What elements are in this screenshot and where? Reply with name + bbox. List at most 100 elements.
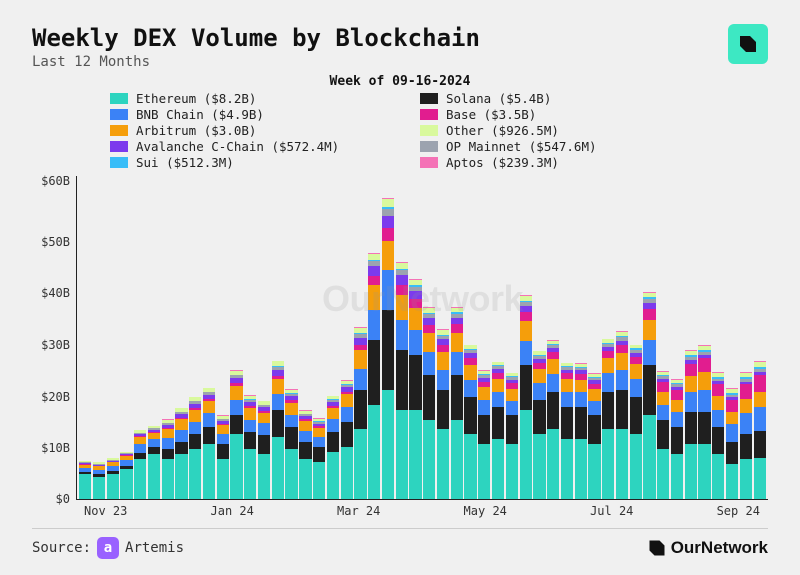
bar-column	[754, 176, 766, 499]
bar-segment-ethereum	[175, 454, 187, 499]
bar-column	[134, 176, 146, 499]
bar-segment-base	[451, 324, 463, 332]
bar-segment-bnb	[272, 394, 284, 410]
bar-segment-ethereum	[285, 449, 297, 499]
bar-column	[602, 176, 614, 499]
bar-segment-arbitrum	[258, 413, 270, 424]
bar-column	[341, 176, 353, 499]
bar-segment-ethereum	[299, 459, 311, 499]
bar-column	[492, 176, 504, 499]
bar-segment-arbitrum	[230, 386, 242, 400]
legend-item: Solana ($5.4B)	[420, 91, 690, 106]
bar-segment-bnb	[464, 380, 476, 397]
bar-segment-arbitrum	[630, 364, 642, 379]
bar-segment-solana	[671, 427, 683, 454]
legend-item: Base ($3.5B)	[420, 107, 690, 122]
y-tick-label: $0	[56, 492, 70, 506]
bar-segment-arbitrum	[244, 408, 256, 419]
bar-segment-ethereum	[217, 459, 229, 499]
bar-column	[533, 176, 545, 499]
legend-label: Avalanche C-Chain ($572.4M)	[136, 139, 339, 154]
bar-column	[189, 176, 201, 499]
legend-item: BNB Chain ($4.9B)	[110, 107, 380, 122]
bar-segment-arbitrum	[561, 379, 573, 392]
y-tick-label: $10B	[41, 441, 70, 455]
bar-segment-solana	[712, 427, 724, 454]
bar-segment-solana	[354, 390, 366, 430]
bar-segment-ethereum	[712, 454, 724, 499]
bar-segment-avalanche	[382, 216, 394, 228]
bar-segment-ethereum	[134, 459, 146, 499]
bar-segment-arbitrum	[409, 308, 421, 330]
legend-swatch	[420, 125, 438, 136]
bar-segment-ethereum	[685, 444, 697, 499]
legend-swatch	[420, 157, 438, 168]
bar-segment-base	[726, 400, 738, 412]
bar-segment-solana	[409, 355, 421, 410]
bar-segment-arbitrum	[272, 379, 284, 394]
bar-segment-ethereum	[313, 462, 325, 499]
bar-segment-ethereum	[107, 474, 119, 499]
bar-segment-arbitrum	[313, 428, 325, 437]
bar-segment-bnb	[230, 400, 242, 415]
legend-label: Solana ($5.4B)	[446, 91, 551, 106]
bar-segment-arbitrum	[285, 403, 297, 415]
bar-segment-ethereum	[409, 410, 421, 499]
bar-segment-ethereum	[698, 444, 710, 499]
bar-segment-arbitrum	[451, 333, 463, 353]
bar-segment-ethereum	[437, 429, 449, 499]
bar-segment-ethereum	[79, 474, 91, 499]
bar-segment-bnb	[740, 413, 752, 434]
bar-segment-bnb	[616, 370, 628, 390]
bar-column	[671, 176, 683, 499]
bar-column	[272, 176, 284, 499]
bar-segment-ethereum	[396, 410, 408, 499]
bar-segment-bnb	[148, 439, 160, 447]
bar-segment-ethereum	[354, 429, 366, 499]
bar-segment-bnb	[409, 330, 421, 355]
bar-segment-solana	[396, 350, 408, 410]
bar-segment-base	[520, 312, 532, 321]
bar-segment-arbitrum	[423, 333, 435, 353]
source-name: Artemis	[125, 540, 184, 556]
x-tick-label: Nov 23	[84, 504, 127, 518]
legend-label: OP Mainnet ($547.6M)	[446, 139, 597, 154]
bar-segment-arbitrum	[492, 379, 504, 392]
legend-swatch	[110, 93, 128, 104]
legend-item: Sui ($512.3M)	[110, 155, 380, 170]
bar-segment-arbitrum	[478, 387, 490, 399]
bar-segment-arbitrum	[616, 353, 628, 369]
bar-column	[368, 176, 380, 499]
bar-segment-solana	[175, 442, 187, 454]
bar-segment-ethereum	[616, 429, 628, 499]
bar-segment-base	[547, 352, 559, 359]
artemis-icon: a	[97, 537, 119, 559]
bar-segment-arbitrum	[575, 380, 587, 392]
bar-segment-base	[602, 351, 614, 358]
bar-column	[148, 176, 160, 499]
bar-segment-base	[630, 357, 642, 364]
bar-segment-solana	[313, 447, 325, 462]
chart-area: $60B$50B$40B$30B$20B$10B$0 OurNetwork	[32, 176, 768, 500]
y-tick-label: $60B	[41, 174, 70, 188]
bar-segment-bnb	[492, 392, 504, 407]
bar-column	[244, 176, 256, 499]
bar-segment-ethereum	[230, 434, 242, 499]
bar-segment-bnb	[630, 379, 642, 397]
bar-segment-ethereum	[575, 439, 587, 499]
bar-segment-bnb	[189, 422, 201, 435]
bar-segment-bnb	[588, 401, 600, 415]
bar-segment-solana	[643, 365, 655, 415]
bar-segment-solana	[478, 415, 490, 445]
bar-segment-arbitrum	[698, 372, 710, 389]
bar-column	[423, 176, 435, 499]
bar-column	[79, 176, 91, 499]
bar-segment-ethereum	[162, 459, 174, 499]
legend-label: Arbitrum ($3.0B)	[136, 123, 256, 138]
bar-segment-bnb	[299, 431, 311, 442]
bar-column	[93, 176, 105, 499]
bar-segment-bnb	[478, 400, 490, 415]
brand-footer: OurNetwork	[647, 538, 768, 558]
legend-label: Other ($926.5M)	[446, 123, 559, 138]
bar-segment-ethereum	[520, 410, 532, 499]
